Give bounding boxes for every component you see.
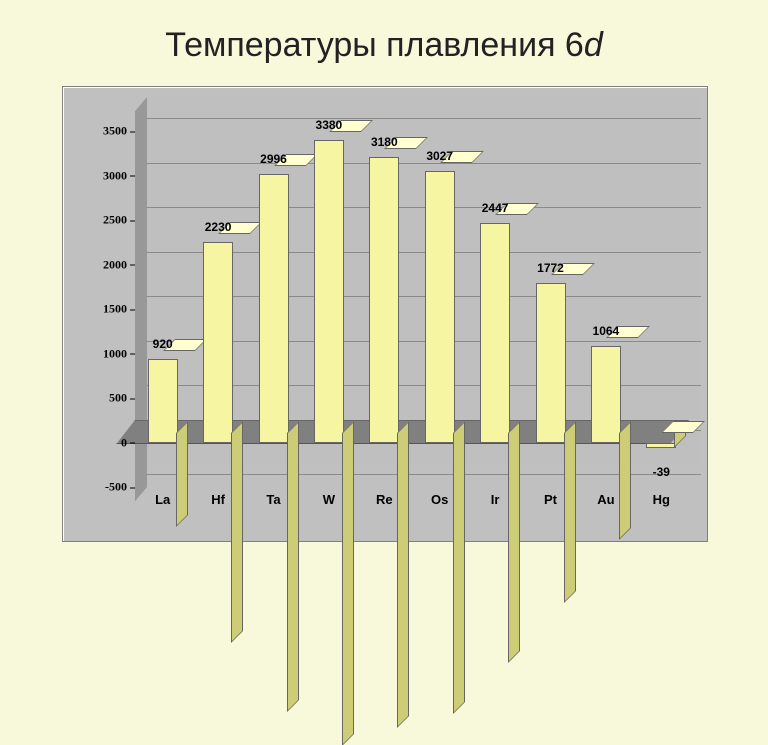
- x-tick-label: Os: [415, 492, 465, 507]
- title-suffix-italic: d: [584, 26, 603, 64]
- title-text: Температуры плавления 6: [165, 26, 584, 64]
- value-label: -39: [653, 465, 670, 479]
- x-tick-label: Hg: [636, 492, 686, 507]
- x-tick-label: Hf: [193, 492, 243, 507]
- y-tick-label: 2500: [71, 213, 127, 228]
- y-tick-label: 2000: [71, 257, 127, 272]
- value-label: 3380: [316, 118, 343, 132]
- x-tick-label: Pt: [526, 492, 576, 507]
- x-tick-label: La: [138, 492, 188, 507]
- y-tick-label: 500: [71, 391, 127, 406]
- x-tick-label: Ir: [470, 492, 520, 507]
- y-tick-label: 1000: [71, 346, 127, 361]
- y-tick-label: 1500: [71, 302, 127, 317]
- value-label: 2447: [482, 201, 509, 215]
- x-tick-label: W: [304, 492, 354, 507]
- y-tick-label: 3000: [71, 168, 127, 183]
- x-tick-label: Ta: [249, 492, 299, 507]
- gridline: [147, 163, 701, 164]
- chart-title: Температуры плавления 6d: [0, 26, 768, 65]
- gridline: [147, 118, 701, 119]
- value-label: 2996: [260, 152, 287, 166]
- chart-area: -500 0 500 1000 1500 2000 2500 3000 3500 920 La 223…: [62, 86, 708, 542]
- y-tick-label: 0: [71, 435, 127, 450]
- y-tick-label: -500: [71, 480, 127, 495]
- value-label: 1772: [537, 261, 564, 275]
- value-label: 3027: [426, 149, 453, 163]
- value-label: 920: [153, 337, 173, 351]
- y-tick-label: 3500: [71, 124, 127, 139]
- value-label: 1064: [593, 324, 620, 338]
- value-label: 3180: [371, 135, 398, 149]
- x-tick-label: Re: [359, 492, 409, 507]
- x-tick-label: Au: [581, 492, 631, 507]
- value-label: 2230: [205, 220, 232, 234]
- plot-region: -5000500100015002000250030003500920La223…: [135, 109, 689, 487]
